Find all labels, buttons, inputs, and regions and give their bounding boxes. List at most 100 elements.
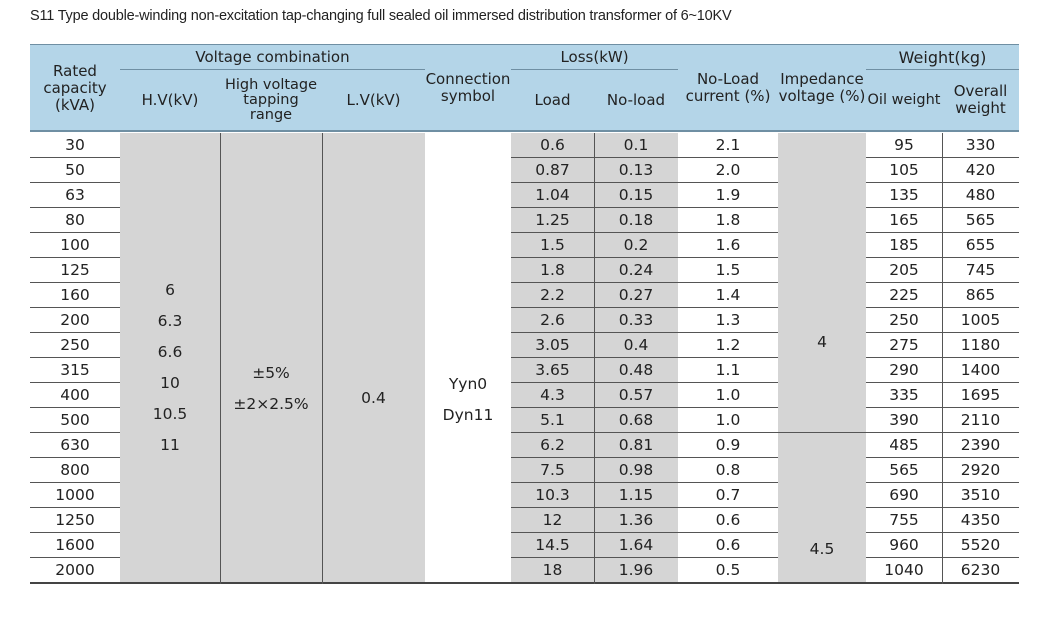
- row-divider: [30, 282, 120, 283]
- cell-noload: 0.1: [623, 136, 649, 154]
- table-body: 30 0.6 0.1 2.1 95 330 50 0.87 0.13 2.0 105 420 63 1.0…: [30, 133, 1019, 584]
- cell-shade: [511, 533, 594, 557]
- cell-current: 1.0: [715, 386, 741, 404]
- cell-capacity: 200: [60, 311, 90, 329]
- cell-oil: 690: [889, 486, 919, 504]
- header-divider: [120, 69, 425, 70]
- table-row: 63 1.04 0.15 1.9 135 480: [30, 183, 1019, 208]
- cell-oil: 135: [889, 186, 919, 204]
- cell-overall: 1400: [960, 361, 1001, 379]
- cell-overall: 6230: [960, 561, 1001, 579]
- cell-load: 1.5: [540, 236, 565, 254]
- cell-oil: 755: [889, 511, 919, 529]
- cell-capacity: 250: [60, 336, 90, 354]
- cell-overall: 5520: [960, 536, 1001, 554]
- impedance-divider: [778, 432, 866, 433]
- row-divider: [678, 532, 778, 533]
- cell-capacity: 63: [65, 186, 85, 204]
- cell-capacity: 30: [65, 136, 85, 154]
- header-oil-weight: Oil weight: [867, 91, 941, 108]
- cell-shade: [594, 133, 678, 157]
- table-row: 50 0.87 0.13 2.0 105 420: [30, 158, 1019, 183]
- cell-overall: 330: [965, 136, 996, 154]
- cell-capacity: 315: [60, 361, 90, 379]
- cell-overall: 655: [965, 236, 996, 254]
- cell-capacity: 125: [60, 261, 90, 279]
- cell-shade: [594, 383, 678, 407]
- cell-load: 2.6: [540, 311, 565, 329]
- cell-current: 1.9: [715, 186, 741, 204]
- cell-capacity: 50: [65, 161, 85, 179]
- table-row: 30 0.6 0.1 2.1 95 330: [30, 133, 1019, 158]
- cell-shade: [594, 258, 678, 282]
- cell-shade: [511, 508, 594, 532]
- impedance-bottom-value: 4.5: [809, 540, 835, 558]
- cell-shade: [511, 408, 594, 432]
- table-row: 315 3.65 0.48 1.1 290 1400: [30, 358, 1019, 383]
- cell-oil: 960: [889, 536, 919, 554]
- column-divider: [942, 133, 943, 584]
- cell-capacity: 80: [65, 211, 85, 229]
- row-divider: [678, 482, 778, 483]
- cell-current: 1.1: [715, 361, 741, 379]
- cell-oil: 95: [894, 136, 914, 154]
- cell-shade: [594, 283, 678, 307]
- cell-overall: 1695: [960, 386, 1001, 404]
- row-divider: [30, 307, 120, 308]
- impedance-block: [778, 133, 866, 584]
- cell-load: 4.3: [540, 386, 565, 404]
- table-row: 400 4.3 0.57 1.0 335 1695: [30, 383, 1019, 408]
- cell-shade: [511, 383, 594, 407]
- row-divider: [678, 282, 778, 283]
- cell-shade: [511, 183, 594, 207]
- cell-oil: 250: [889, 311, 919, 329]
- cell-shade: [511, 233, 594, 257]
- cell-noload: 0.81: [618, 436, 654, 454]
- cell-overall: 865: [965, 286, 996, 304]
- cell-current: 2.0: [715, 161, 741, 179]
- cell-noload: 0.48: [618, 361, 654, 379]
- cell-capacity: 160: [60, 286, 90, 304]
- table-row: 250 3.05 0.4 1.2 275 1180: [30, 333, 1019, 358]
- cell-load: 14.5: [535, 536, 570, 554]
- cell-shade: [594, 308, 678, 332]
- row-divider: [30, 482, 120, 483]
- cell-load: 10.3: [535, 486, 570, 504]
- cell-load: 1.25: [535, 211, 570, 229]
- cell-overall: 480: [965, 186, 996, 204]
- cell-shade: [594, 358, 678, 382]
- header-connection: Connection symbol: [425, 70, 511, 105]
- cell-shade: [511, 158, 594, 182]
- cell-load: 1.04: [535, 186, 570, 204]
- cell-shade: [511, 308, 594, 332]
- table-row: 100 1.5 0.2 1.6 185 655: [30, 233, 1019, 258]
- header-rated-capacity: Rated capacity (kVA): [43, 61, 107, 114]
- cell-oil: 225: [889, 286, 919, 304]
- tapping-values: ±5% ±2×2.5%: [220, 358, 322, 420]
- cell-overall: 2390: [960, 436, 1001, 454]
- cell-shade: [511, 483, 594, 507]
- cell-noload: 0.27: [618, 286, 654, 304]
- cell-current: 1.2: [715, 336, 741, 354]
- hv-values: 6 6.3 6.6 10 10.5 11: [120, 275, 220, 461]
- row-divider: [30, 207, 120, 208]
- cell-current: 0.8: [715, 461, 741, 479]
- row-divider: [678, 182, 778, 183]
- cell-shade: [511, 358, 594, 382]
- cell-noload: 1.15: [618, 486, 654, 504]
- connection-value: Yyn0: [448, 375, 488, 393]
- cell-overall: 745: [965, 261, 996, 279]
- cell-load: 0.87: [535, 161, 570, 179]
- row-divider: [678, 407, 778, 408]
- hv-value: 6.3: [157, 312, 183, 330]
- header-load: Load: [534, 90, 571, 109]
- row-divider: [30, 257, 120, 258]
- cell-noload: 0.13: [618, 161, 654, 179]
- header-hv-tapping: High voltage tapping range: [224, 76, 318, 123]
- cell-capacity: 1000: [55, 486, 95, 504]
- row-divider: [678, 432, 778, 433]
- header-divider: [866, 69, 1019, 70]
- cell-shade: [594, 483, 678, 507]
- cell-current: 0.9: [715, 436, 741, 454]
- cell-oil: 290: [889, 361, 919, 379]
